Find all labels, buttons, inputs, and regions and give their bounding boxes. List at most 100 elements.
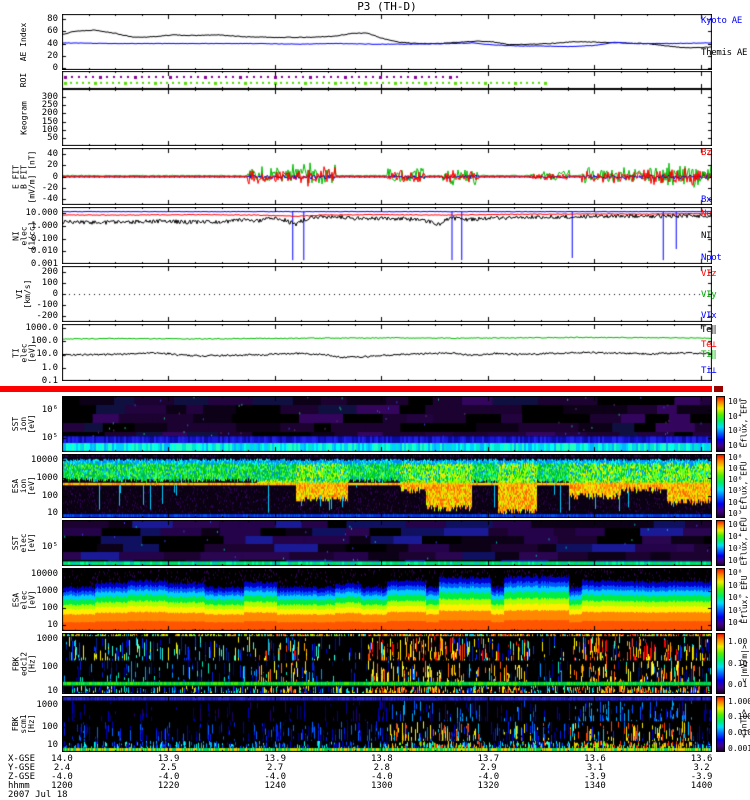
axis-value-ygse-0: 2.4: [53, 763, 71, 773]
colorbar-sst_ion-tick-1: 10⁴: [728, 411, 743, 421]
panel-ae-ytick-3: 20: [47, 51, 58, 61]
legend-viz: VIz: [701, 269, 717, 279]
colorbar-esa_ion-tick-5: 10³: [728, 508, 743, 518]
panel-esa_ion-ytick-2: 100: [41, 491, 58, 502]
panel-fbk_e-ytick-1: 100: [41, 661, 58, 672]
axis-row-header-zgse: Z-GSE: [8, 772, 36, 782]
colorbar-sst_ion-tick-3: 10⁰: [728, 441, 743, 451]
axis-date-label: 2007 Jul 18: [8, 790, 68, 800]
panel-fbk_b-ytick-2: 10: [47, 740, 58, 751]
colorbar-sst_ele-tick-1: 10⁴: [728, 532, 743, 542]
panel-velocity-plot: [62, 266, 712, 322]
panel-ae-ytick-0: 80: [47, 14, 58, 25]
panel-ae-plot: [62, 14, 712, 70]
colorbar-fbk_e-tick-1: 0.10: [728, 658, 748, 668]
panel-efit-ytick-4: -40: [41, 194, 58, 205]
panel-keogram-ytick-2: 200: [41, 108, 58, 119]
colorbar-fbk_e: [716, 633, 725, 694]
colorbar-esa_ion-tick-1: 10⁷: [728, 463, 743, 473]
panel-fbk_b-ytick-0: 1000: [36, 699, 58, 710]
axis-value-xgse-0: 14.0: [51, 754, 73, 764]
panel-esa_ion-ytick-1: 1000: [36, 473, 58, 484]
panel-ae-ytick-4: 0: [52, 63, 58, 74]
panel-velocity-ytick-0: 200: [41, 266, 58, 277]
colorbar-esa_ion-title: Eflux, EFU: [739, 461, 749, 510]
colorbar-sst_ion: [716, 396, 725, 452]
colorbar-sst_ele: [716, 520, 725, 566]
panel-esa_ion-ytick-0: 10000: [30, 455, 58, 466]
colorbar-fbk_b-tick-3: 0.001: [728, 743, 750, 753]
panel-ae-ytick-2: 40: [47, 38, 58, 49]
panel-esa_ele-ytick-3: 10: [47, 619, 58, 630]
axis-value-zgse-3: -4.0: [370, 772, 393, 782]
panel-esa_ion-ytick-3: 10: [47, 507, 58, 518]
axis-value-ygse-2: 2.7: [267, 763, 284, 773]
axis-value-ygse-3: 2.8: [373, 763, 390, 773]
legend-vix: VIx: [701, 311, 717, 321]
panel-temp-ytick-4: 0.1: [41, 376, 58, 386]
panel-density-plot: [62, 207, 712, 264]
panel-sst_ele-ytick-0: 10⁵: [41, 541, 58, 552]
colorbar-esa_ele-tick-2: 10⁶: [728, 593, 743, 603]
panel-density-ytick-0: 10.000: [25, 208, 58, 219]
legend-ti: Ti‖: [701, 350, 717, 360]
colorbar-sst_ion-tick-2: 10²: [728, 426, 743, 436]
colorbar-esa_ion-tick-2: 10⁶: [728, 475, 743, 485]
legend-npot: Npot: [701, 253, 722, 263]
axis-value-zgse-4: -4.0: [477, 772, 500, 782]
axis-value-zgse-0: -4.0: [51, 772, 73, 782]
panel-temp-ytick-3: 1.0: [41, 362, 58, 373]
colorbar-esa_ion-tick-3: 10⁵: [728, 486, 743, 496]
colorbar-esa_ele-title: Eflux, EFU: [739, 574, 749, 624]
panel-sst_ion-ytick-0: 10⁶: [41, 405, 58, 415]
panel-esa_ele-ytick-2: 100: [41, 603, 58, 614]
axis-value-hhmm-3: 1300: [370, 781, 393, 791]
axis-value-xgse-1: 13.9: [157, 754, 180, 764]
panel-efit-plot: [62, 148, 712, 205]
panel-keogram-ytick-1: 250: [41, 100, 58, 111]
axis-row-header-ygse: Y-GSE: [8, 763, 36, 773]
colorbar-sst_ele-tick-3: 10⁰: [728, 556, 743, 566]
panel-fbk_e-plot: [62, 633, 712, 694]
legend-bx: Bx: [701, 195, 712, 205]
colorbar-esa_ele: [716, 568, 725, 631]
panel-roi-plot: [62, 71, 712, 89]
panel-temp-ytick-1: 100.0: [30, 336, 58, 347]
legend-viy: VIy: [701, 290, 717, 300]
legend-kyotoae: Kyoto AE: [701, 16, 742, 26]
separator-marker: [714, 386, 723, 392]
panel-temp-ytick-0: 1000.0: [25, 322, 58, 333]
panel-density-ytick-4: 0.001: [30, 259, 58, 269]
panel-efit-ytick-0: 40: [47, 148, 58, 159]
legend-te: Te⊥: [701, 340, 717, 350]
panel-keogram-plot: [62, 89, 712, 146]
colorbar-esa_ele-tick-0: 10⁸: [728, 568, 743, 578]
colorbar-esa_ion: [716, 454, 725, 518]
axis-row-header-xgse: X-GSE: [8, 754, 36, 764]
panel-density-ytick-2: 0.100: [30, 233, 58, 244]
axis-value-zgse-6: -3.9: [690, 772, 713, 782]
panel-density-ytick-1: 1.000: [30, 220, 58, 231]
axis-value-hhmm-4: 1320: [477, 781, 500, 791]
spectrogram-separator-bar: [0, 386, 712, 392]
axis-value-zgse-5: -3.9: [584, 772, 606, 782]
panel-velocity-ytick-1: 100: [41, 277, 58, 288]
panel-esa_ele-ytick-1: 1000: [36, 586, 58, 597]
colorbar-fbk_b-tick-1: 0.100: [728, 712, 750, 722]
panel-efit-ytick-1: 20: [47, 160, 58, 171]
axis-value-xgse-5: 13.6: [584, 754, 606, 764]
panel-efit-ytick-3: -20: [41, 182, 58, 193]
panel-keogram-ytick-0: 300: [41, 92, 58, 103]
axis-value-hhmm-5: 1340: [584, 781, 606, 791]
panel-velocity-ytick-2: 0: [52, 289, 58, 299]
colorbar-sst_ele-title: Eflux, EFU: [739, 517, 749, 566]
panel-velocity-ytick-3: -100: [36, 300, 58, 311]
colorbar-sst_ion-title: Eflux, EFU: [739, 399, 749, 448]
axis-value-zgse-1: -4.0: [157, 772, 180, 782]
legend-ne: Ne: [701, 209, 712, 219]
colorbar-fbk_b-tick-2: 0.010: [728, 727, 750, 737]
axis-value-ygse-5: 3.1: [586, 763, 604, 773]
panel-roi-ylabel: ROI: [19, 72, 28, 88]
axis-row-header-hhmm: hhmm: [8, 781, 30, 791]
